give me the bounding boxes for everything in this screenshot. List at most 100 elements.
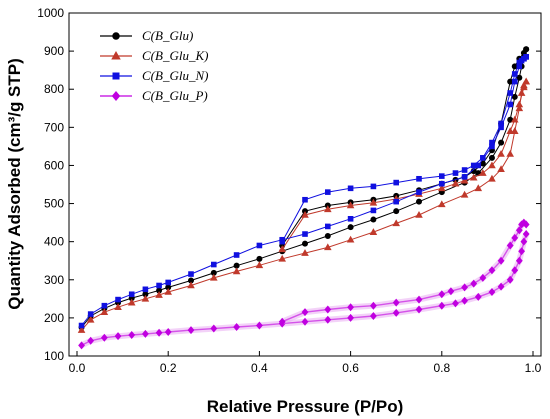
data-point: [518, 220, 525, 229]
plot-area-frame: [68, 12, 542, 357]
y-axis-title: Quantity Adsorbed (cm³/g STP): [5, 58, 24, 310]
series-line-desorption: [281, 81, 527, 250]
data-point: [498, 139, 505, 146]
data-point: [439, 180, 445, 187]
data-point: [256, 242, 263, 249]
data-point: [188, 271, 194, 277]
data-point: [87, 336, 95, 345]
y-tick-label: 200: [44, 311, 64, 325]
data-point: [480, 155, 486, 161]
data-point: [115, 296, 121, 303]
data-point: [164, 327, 172, 336]
legend-marker: [112, 72, 120, 80]
data-point: [438, 290, 446, 299]
data-point: [451, 179, 460, 187]
data-point: [517, 89, 526, 96]
y-tick-label: 1000: [37, 6, 64, 20]
data-point: [87, 311, 94, 317]
y-tick-label: 600: [44, 158, 64, 172]
data-point: [187, 281, 195, 289]
data-point: [511, 71, 518, 77]
data-point: [507, 101, 513, 108]
data-point: [461, 174, 468, 180]
data-point: [475, 162, 482, 169]
data-point: [324, 305, 332, 314]
axes: 0.0 0.2 0.4 0.6 0.8 1.0 100 200 300 400 500 600 700 8…: [37, 6, 541, 375]
data-point: [324, 205, 332, 213]
data-point: [452, 299, 459, 308]
data-point: [439, 173, 445, 179]
data-point: [520, 83, 528, 91]
data-point: [460, 190, 469, 198]
data-point: [522, 230, 530, 239]
data-point: [78, 322, 85, 329]
data-point: [370, 311, 377, 320]
data-point: [256, 255, 263, 262]
data-point: [438, 301, 446, 310]
data-point: [301, 210, 309, 218]
data-point: [142, 329, 149, 338]
data-point: [438, 200, 446, 208]
data-point: [498, 120, 504, 127]
data-point: [516, 59, 523, 66]
data-point: [278, 245, 286, 253]
y-tick-label: 100: [44, 349, 64, 363]
data-point: [488, 161, 496, 169]
data-point: [325, 189, 331, 195]
data-point: [452, 170, 459, 176]
data-point: [461, 283, 468, 292]
legend-marker: [112, 32, 120, 40]
data-point: [210, 269, 217, 276]
data-point: [469, 173, 478, 181]
data-point: [518, 247, 525, 256]
data-point: [210, 273, 218, 281]
data-point: [393, 179, 399, 186]
data-point: [156, 282, 162, 289]
data-point: [416, 175, 422, 182]
x-tick-label: 0.6: [342, 361, 359, 375]
data-point: [101, 302, 108, 309]
y-tick-label: 400: [44, 235, 64, 249]
data-point: [520, 237, 528, 246]
data-point: [347, 224, 354, 231]
data-point: [460, 176, 469, 184]
legend-label: C(B_Glu): [142, 28, 193, 43]
series-1: [77, 77, 530, 333]
data-point: [324, 232, 331, 239]
data-point: [415, 295, 423, 304]
data-point: [489, 139, 495, 146]
legend-label: C(B_Glu_N): [142, 68, 208, 83]
data-point: [211, 261, 217, 268]
data-point: [438, 184, 446, 192]
data-point: [346, 235, 355, 243]
x-tick-label: 0.8: [433, 361, 450, 375]
data-point: [516, 74, 523, 81]
data-point: [233, 252, 240, 258]
data-point: [369, 198, 378, 206]
data-point: [100, 333, 108, 342]
data-point: [489, 143, 495, 150]
data-point: [510, 115, 519, 123]
data-point: [522, 77, 530, 85]
data-point: [392, 298, 400, 307]
data-point: [515, 256, 523, 265]
data-point: [370, 183, 377, 190]
data-point: [515, 100, 524, 108]
data-point: [521, 55, 527, 62]
data-point: [78, 341, 85, 350]
data-point: [392, 308, 400, 317]
data-point: [474, 292, 482, 301]
data-point: [497, 256, 505, 265]
data-point: [507, 78, 514, 85]
data-point: [114, 303, 122, 311]
data-point: [164, 287, 172, 295]
data-point: [497, 282, 505, 291]
data-point: [128, 331, 136, 340]
data-point: [324, 315, 332, 324]
data-point: [511, 266, 519, 275]
series-3: [78, 218, 530, 350]
data-point: [301, 317, 309, 326]
data-point: [416, 198, 422, 205]
data-point: [347, 303, 354, 312]
